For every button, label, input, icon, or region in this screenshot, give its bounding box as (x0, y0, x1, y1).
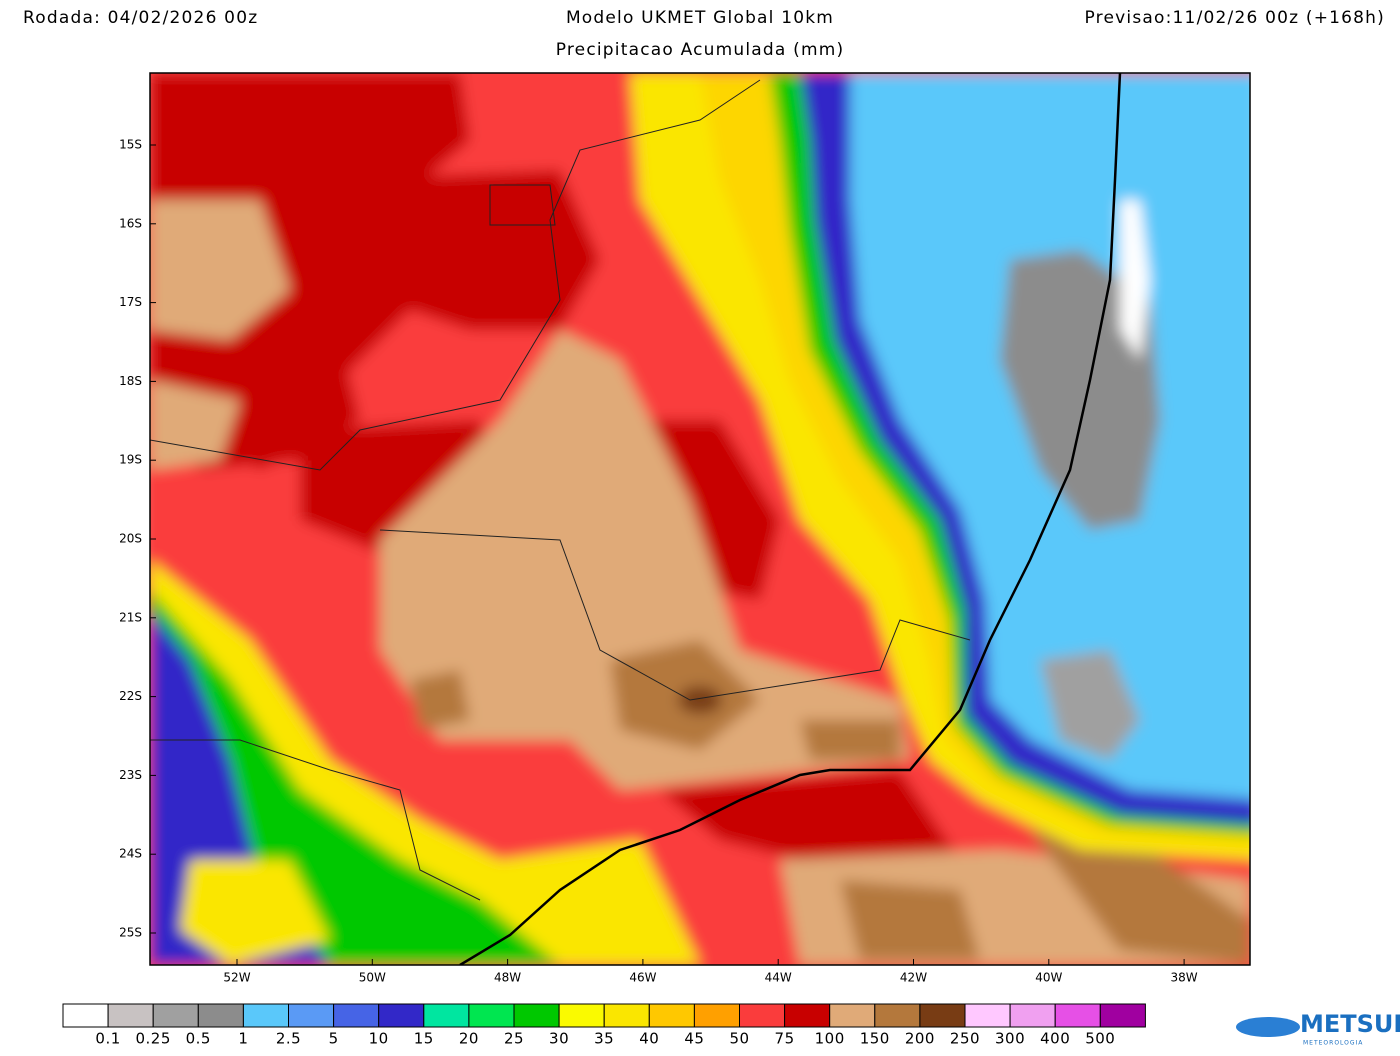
state-borders (150, 79, 971, 901)
lat-label: 20S (119, 532, 142, 546)
colorbar-swatch (648, 1003, 695, 1028)
lat-label: 15S (119, 138, 142, 152)
colorbar-swatch (288, 1003, 335, 1028)
colorbar-label: 2.5 (276, 1030, 301, 1048)
colorbar-swatch (333, 1003, 380, 1028)
colorbar-label: 30 (549, 1030, 569, 1048)
lat-label: 24S (119, 847, 142, 861)
colorbar-swatch (558, 1003, 605, 1028)
colorbar-label: 400 (1040, 1030, 1070, 1048)
lat-label: 21S (119, 610, 142, 624)
colorbar-label: 25 (504, 1030, 524, 1048)
colorbar-swatch (152, 1003, 199, 1028)
lat-label: 17S (119, 295, 142, 309)
colorbar-swatch (964, 1003, 1011, 1028)
colorbar-label: 300 (995, 1030, 1025, 1048)
colorbar-swatch (1009, 1003, 1056, 1028)
field-subtitle: Precipitacao Acumulada (mm) (556, 40, 845, 60)
forecast-time: Previsao:11/02/26 00z (+168h) (1085, 8, 1385, 28)
colorbar-label: 10 (369, 1030, 389, 1048)
colorbar-swatch (62, 1003, 109, 1028)
colorbar-label: 5 (329, 1030, 339, 1048)
lat-label: 18S (119, 374, 142, 388)
colorbar-label: 75 (775, 1030, 795, 1048)
colorbar-swatch (1099, 1003, 1146, 1028)
model-title: Modelo UKMET Global 10km (566, 8, 834, 28)
lat-label: 19S (119, 453, 142, 467)
colorbar-swatch (197, 1003, 244, 1028)
logo-name: METSUL (1300, 1010, 1400, 1038)
colorbar-label: 45 (684, 1030, 704, 1048)
lon-label: 48W (494, 971, 521, 985)
logo-tagline: METEOROLOGIA (1303, 1040, 1363, 1047)
colorbar-label: 500 (1085, 1030, 1115, 1048)
colorbar-label: 40 (639, 1030, 659, 1048)
colorbar-label: 35 (594, 1030, 614, 1048)
colorbar-swatch (829, 1003, 876, 1028)
lat-label: 22S (119, 689, 142, 703)
lon-label: 38W (1171, 971, 1198, 985)
lat-label: 16S (119, 216, 142, 230)
colorbar-swatch (107, 1003, 154, 1028)
lon-label: 42W (900, 971, 927, 985)
colorbar-swatch (784, 1003, 831, 1028)
colorbar-swatch (874, 1003, 921, 1028)
colorbar-label: 0.1 (95, 1030, 120, 1048)
colorbar-label: 0.5 (186, 1030, 211, 1048)
colorbar-label: 50 (729, 1030, 749, 1048)
colorbar-swatch (603, 1003, 650, 1028)
colorbar-swatch (739, 1003, 786, 1028)
lon-label: 40W (1035, 971, 1062, 985)
colorbar-label: 100 (815, 1030, 845, 1048)
map-frame (149, 72, 1251, 966)
colorbar-label: 200 (905, 1030, 935, 1048)
precip-field (150, 73, 1250, 965)
colorbar-swatch (378, 1003, 425, 1028)
colorbar-swatch (1054, 1003, 1101, 1028)
colorbar-label: 250 (950, 1030, 980, 1048)
colorbar-label: 15 (414, 1030, 434, 1048)
colorbar-swatch (423, 1003, 470, 1028)
colorbar-label: 150 (860, 1030, 890, 1048)
colorbar-label: 20 (459, 1030, 479, 1048)
colorbar-swatch (468, 1003, 515, 1028)
coastline (459, 73, 1122, 965)
lon-label: 46W (629, 971, 656, 985)
lon-label: 50W (359, 971, 386, 985)
lon-label: 44W (765, 971, 792, 985)
lat-label: 25S (119, 926, 142, 940)
lat-label: 23S (119, 768, 142, 782)
colorbar-swatch (242, 1003, 289, 1028)
colorbar-label: 0.25 (135, 1030, 170, 1048)
logo: METSUL METEOROLOGIA (1236, 1010, 1400, 1047)
colorbar-swatch (919, 1003, 966, 1028)
run-date: Rodada: 04/02/2026 00z (23, 8, 258, 28)
colorbar-swatch (693, 1003, 741, 1028)
colorbar-swatch (513, 1003, 560, 1028)
lon-label: 52W (223, 971, 250, 985)
colorbar-label: 1 (238, 1030, 248, 1048)
logo-swoosh (1236, 1017, 1300, 1037)
